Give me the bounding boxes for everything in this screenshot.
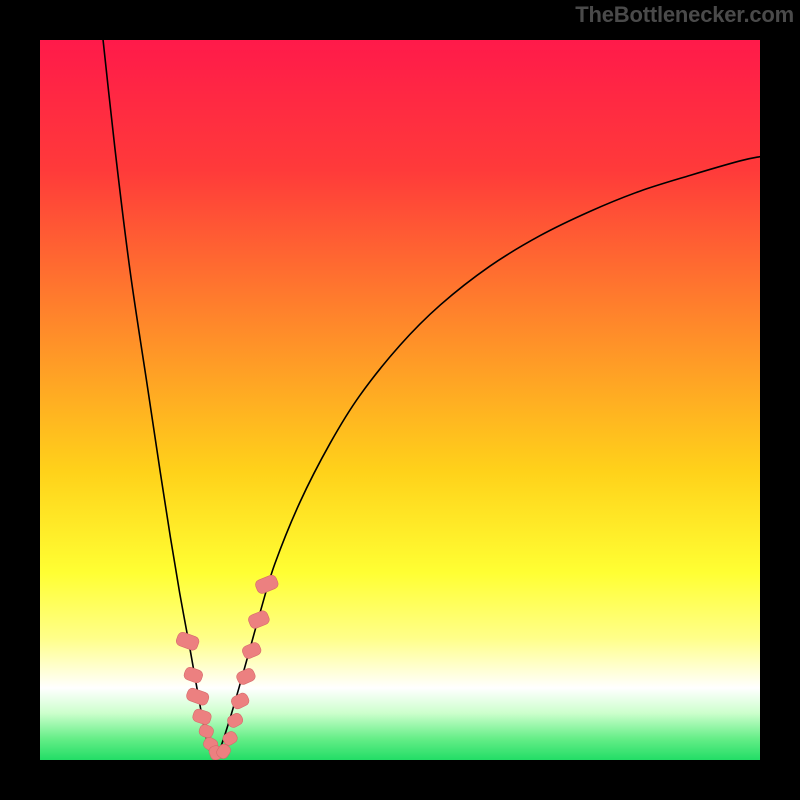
bottleneck-chart bbox=[0, 0, 800, 800]
chart-container: TheBottlenecker.com bbox=[0, 0, 800, 800]
heat-gradient-area bbox=[40, 40, 760, 760]
